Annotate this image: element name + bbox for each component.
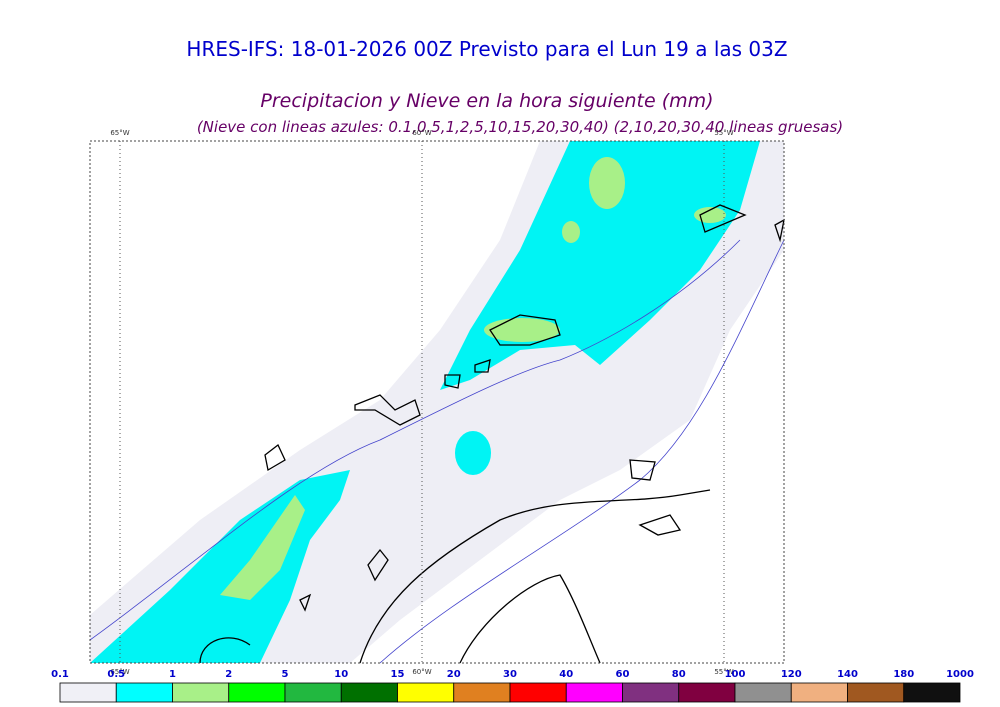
subtitle: Precipitacion y Nieve en la hora siguien… <box>260 90 713 112</box>
precip-green <box>562 221 580 243</box>
colorbar-label: 80 <box>672 669 686 680</box>
colorbar-swatch <box>59 682 117 703</box>
meridian-label: 55°W <box>714 129 733 137</box>
colorbar-swatch <box>903 682 961 703</box>
colorbar-label: 0.1 <box>51 669 69 680</box>
colorbar-swatch <box>228 682 286 703</box>
colorbar-swatch <box>172 682 230 703</box>
precip-green <box>220 495 305 600</box>
meridian-label: 65°W <box>110 668 129 676</box>
colorbar-label: 100 <box>725 669 746 680</box>
colorbar-swatch <box>678 682 736 703</box>
colorbar-swatch <box>565 682 623 703</box>
colorbar-swatch <box>453 682 511 703</box>
precip-green <box>694 207 726 223</box>
note: (Nieve con lineas azules: 0.1,0.5,1,2,5,… <box>197 118 843 136</box>
colorbar-swatch <box>622 682 680 703</box>
map: 65°W 65°W 60°W 60°W 55°W 55°W <box>89 129 785 676</box>
colorbar-label: 20 <box>447 669 461 680</box>
colorbar-label: 10 <box>334 669 348 680</box>
colorbar-swatch <box>115 682 173 703</box>
colorbar-label: 5 <box>282 669 289 680</box>
meridian-label: 65°W <box>110 129 129 137</box>
colorbar-swatch <box>847 682 905 703</box>
colorbar-label: 2 <box>225 669 232 680</box>
colorbar-label: 140 <box>837 669 858 680</box>
colorbar-swatch <box>790 682 848 703</box>
precip-green <box>589 157 625 209</box>
colorbar-swatch <box>397 682 455 703</box>
colorbar-swatch <box>340 682 398 703</box>
colorbar-label: 15 <box>391 669 405 680</box>
colorbar-swatch <box>734 682 792 703</box>
meridian-label: 60°W <box>412 129 431 137</box>
colorbar: 0.1 0.5 1 2 5 10 15 20 30 40 60 80 100 120 140 180 1000 <box>51 669 974 703</box>
coastline <box>199 204 785 664</box>
meridians: 65°W 65°W 60°W 60°W 55°W 55°W <box>110 129 733 676</box>
colorbar-label: 180 <box>893 669 914 680</box>
colorbar-label: 0.5 <box>107 669 125 680</box>
colorbar-swatch <box>284 682 342 703</box>
colorbar-label: 1 <box>169 669 176 680</box>
colorbar-label: 40 <box>559 669 573 680</box>
snow-contour <box>89 239 785 664</box>
meridian-label: 55°W <box>714 668 733 676</box>
colorbar-label: 60 <box>616 669 630 680</box>
title: HRES-IFS: 18-01-2026 00Z Previsto para e… <box>186 37 787 61</box>
colorbar-label: 120 <box>781 669 802 680</box>
meridian-label: 60°W <box>412 668 431 676</box>
colorbar-label: 30 <box>503 669 517 680</box>
colorbar-label: 1000 <box>946 669 974 680</box>
colorbar-swatch <box>509 682 567 703</box>
precip-cyan <box>455 431 491 475</box>
